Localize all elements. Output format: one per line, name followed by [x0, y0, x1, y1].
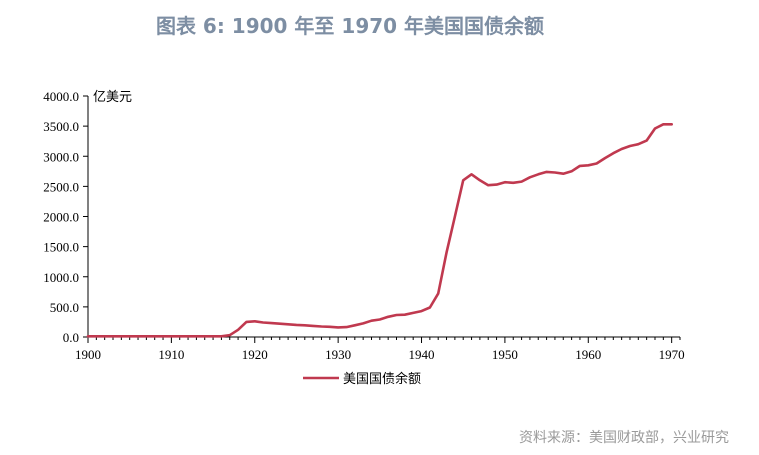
y-tick-label: 2500.0 — [43, 179, 79, 194]
x-axis: 1900 1910 1920 1930 1940 1950 1960 1970 — [75, 336, 685, 362]
x-tick-label: 1900 — [75, 347, 101, 362]
source-note: 资料来源：美国财政部，兴业研究 — [519, 430, 729, 446]
y-tick-label: 500.0 — [50, 300, 79, 315]
x-tick-label: 1910 — [158, 347, 184, 362]
figure-title: 图表 6: 1900 年至 1970 年美国国债余额 — [155, 14, 545, 38]
y-tick-label: 3500.0 — [43, 119, 79, 134]
series-line — [86, 123, 673, 338]
x-tick-label: 1930 — [325, 347, 351, 362]
y-tick-label: 0.0 — [63, 330, 79, 345]
x-tick-label: 1920 — [242, 347, 268, 362]
y-tick-label: 1500.0 — [43, 240, 79, 255]
y-tick-label: 3000.0 — [43, 149, 79, 164]
x-tick-label: 1960 — [575, 347, 601, 362]
legend-label: 美国国债余额 — [343, 371, 421, 387]
y-tick-label: 4000.0 — [43, 89, 79, 104]
y-axis: 0.0 500.0 1000.0 1500.0 2000.0 2500.0 3000.0 35… — [43, 89, 89, 345]
y-tick-label: 1000.0 — [43, 270, 79, 285]
y-tick-label: 2000.0 — [43, 210, 79, 225]
x-tick-label: 1940 — [409, 347, 435, 362]
x-tick-label: 1970 — [659, 347, 685, 362]
y-axis-unit-label: 亿美元 — [93, 90, 132, 105]
legend: 美国国债余额 — [303, 371, 421, 387]
x-tick-label: 1950 — [492, 347, 518, 362]
